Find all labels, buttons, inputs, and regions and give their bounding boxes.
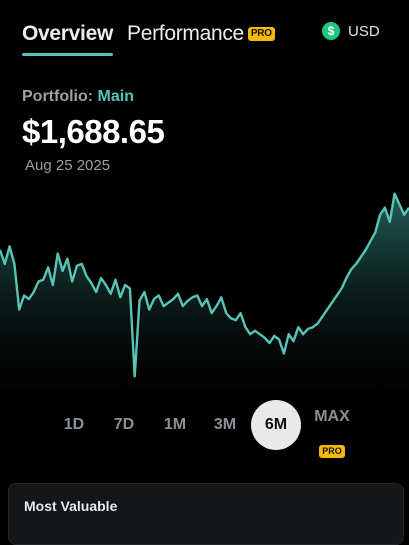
active-tab-underline bbox=[22, 53, 113, 56]
range-1m[interactable]: 1M bbox=[163, 416, 187, 433]
currency-label: USD bbox=[348, 22, 380, 40]
portfolio-balance: $1,688.65 bbox=[22, 113, 165, 150]
pro-badge: PRO bbox=[247, 27, 275, 41]
time-range-selector: 1D 7D 1M 3M 6M MAX PRO bbox=[0, 400, 409, 460]
range-max[interactable]: MAX PRO bbox=[307, 400, 357, 458]
card-title: Most Valuable bbox=[24, 498, 118, 514]
range-1d[interactable]: 1D bbox=[63, 416, 85, 433]
range-7d[interactable]: 7D bbox=[113, 416, 135, 433]
range-3m[interactable]: 3M bbox=[213, 416, 237, 433]
portfolio-prefix: Portfolio: bbox=[22, 88, 94, 105]
portfolio-chart[interactable] bbox=[0, 180, 409, 390]
range-max-pro-badge: PRO bbox=[319, 445, 345, 458]
chart-series-line bbox=[0, 192, 409, 378]
tab-overview-label: Overview bbox=[22, 22, 113, 45]
portfolio-selector[interactable]: Portfolio: Main bbox=[22, 88, 134, 106]
tab-bar: Overview Performance PRO bbox=[22, 22, 409, 62]
portfolio-name: Main bbox=[97, 88, 134, 105]
chart-area-fill bbox=[0, 193, 409, 390]
currency-selector[interactable]: $ USD bbox=[322, 22, 380, 40]
tab-performance[interactable]: Performance PRO bbox=[127, 22, 275, 46]
dollar-icon: $ bbox=[322, 22, 340, 40]
most-valuable-card[interactable]: Most Valuable bbox=[8, 483, 404, 545]
balance-date: Aug 25 2025 bbox=[25, 157, 111, 174]
range-6m[interactable]: 6M bbox=[251, 400, 301, 450]
tab-performance-label: Performance bbox=[127, 22, 244, 45]
range-max-label: MAX bbox=[314, 408, 350, 425]
tab-overview[interactable]: Overview bbox=[22, 22, 113, 56]
